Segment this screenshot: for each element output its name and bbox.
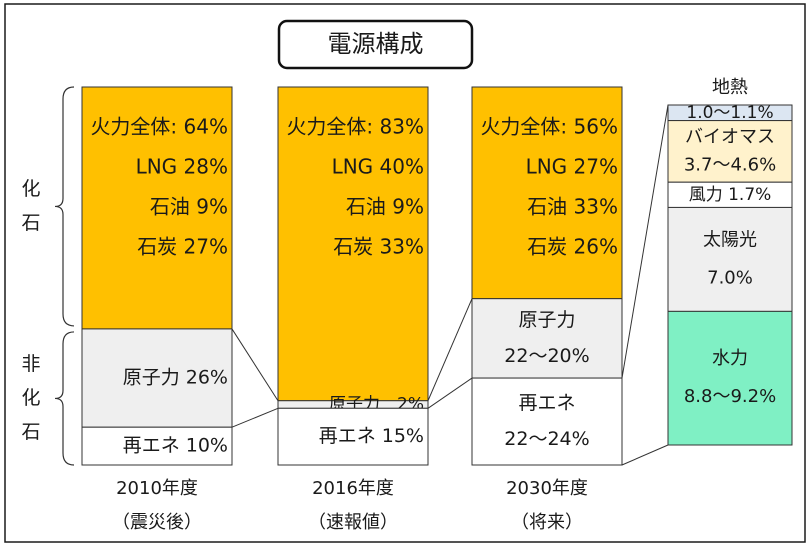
x-tick-label: 2016年度	[312, 478, 394, 499]
breakdown-label: 3.7～4.6%	[684, 154, 776, 175]
breakdown-label: 水力	[712, 348, 748, 369]
group-label: 非	[21, 353, 40, 375]
bar-label: 再エネ 15%	[319, 425, 424, 447]
group-label: 化	[21, 387, 40, 409]
bar-stacks: 火力全体: 64% LNG 28% 石油 9% 石炭 27% 原子力 26% 再エネ 10…	[81, 86, 623, 466]
chart-title: 電源構成	[328, 30, 424, 58]
bar-label: 火力全体: 64%	[90, 115, 228, 139]
breakdown-segment-biomass	[667, 120, 793, 183]
bar-label: 石炭 33%	[333, 235, 424, 259]
group-label: 化	[21, 178, 40, 200]
group-bracket	[54, 331, 75, 466]
bar-label: 石油 33%	[527, 195, 618, 219]
bar-label: 再エネ	[518, 392, 575, 414]
connector-line	[427, 377, 473, 409]
bar-label: 22～20%	[504, 345, 589, 367]
breakdown-label: 7.0%	[707, 267, 753, 288]
bar-segment-fossil	[277, 86, 429, 402]
connector-line	[427, 298, 473, 401]
bar-label: 石油 9%	[346, 195, 424, 219]
breakdown-label: 風力 1.7%	[689, 185, 772, 205]
bar-label: 石油 9%	[150, 195, 228, 219]
bar-label: 石炭 27%	[137, 235, 228, 259]
breakdown-label: 太陽光	[703, 229, 757, 250]
connector-line	[621, 444, 669, 466]
bar-segment-fossil	[471, 86, 623, 300]
breakdown-label: 8.8～9.2%	[684, 386, 776, 407]
bar-label: LNG 28%	[136, 155, 228, 179]
bar-label: 22～24%	[504, 428, 589, 450]
breakdown-segment-solar	[667, 206, 793, 312]
group-label: 石	[21, 421, 40, 443]
connector-line	[231, 328, 279, 402]
bar-label: 石炭 26%	[527, 235, 618, 259]
connector-line	[621, 104, 669, 379]
x-tick-label: 2010年度	[116, 478, 198, 499]
breakdown-segment-hydro	[667, 310, 793, 446]
group-bracket	[54, 86, 75, 327]
bar-label: 原子力	[518, 309, 575, 331]
bar-segment-nuclear	[471, 298, 623, 379]
breakdown-label: バイオマス	[685, 126, 775, 147]
group-label: 石	[21, 212, 40, 234]
x-tick-note: （震災後）	[112, 512, 202, 533]
x-tick-note: （速報値）	[308, 512, 398, 533]
renewable-breakdown-bar: 地熱 1.0～1.1% バイオマス 3.7～4.6% 風力 1.7% 太陽光 7.0% 水力 8…	[667, 77, 793, 446]
bar-segment-nuclear	[81, 328, 233, 428]
bar-segment-renewable	[81, 426, 233, 466]
bar-label: 再エネ 10%	[123, 435, 228, 457]
x-tick-label: 2030年度	[506, 478, 588, 499]
bar-segment-renewable	[471, 377, 623, 466]
breakdown-segment-wind	[667, 181, 793, 208]
bar-label: LNG 27%	[526, 155, 618, 179]
title-box	[277, 19, 474, 70]
bar-label: 火力全体: 83%	[286, 115, 424, 139]
breakdown-header: 地熱	[712, 77, 748, 98]
breakdown-label: 1.0～1.1%	[686, 103, 773, 123]
bar-segment-renewable	[277, 407, 429, 466]
bar-label: LNG 40%	[332, 155, 424, 179]
connector-line	[231, 407, 279, 428]
x-tick-note: （将来）	[511, 512, 583, 533]
bar-segment-fossil	[81, 86, 233, 330]
bar-label: 火力全体: 56%	[480, 115, 618, 139]
x-axis-labels: 2010年度 （震災後） 2016年度 （速報値） 2030年度 （将来）	[112, 478, 588, 533]
bar-label: 原子力 26%	[123, 367, 228, 389]
connector-lines	[231, 104, 669, 466]
